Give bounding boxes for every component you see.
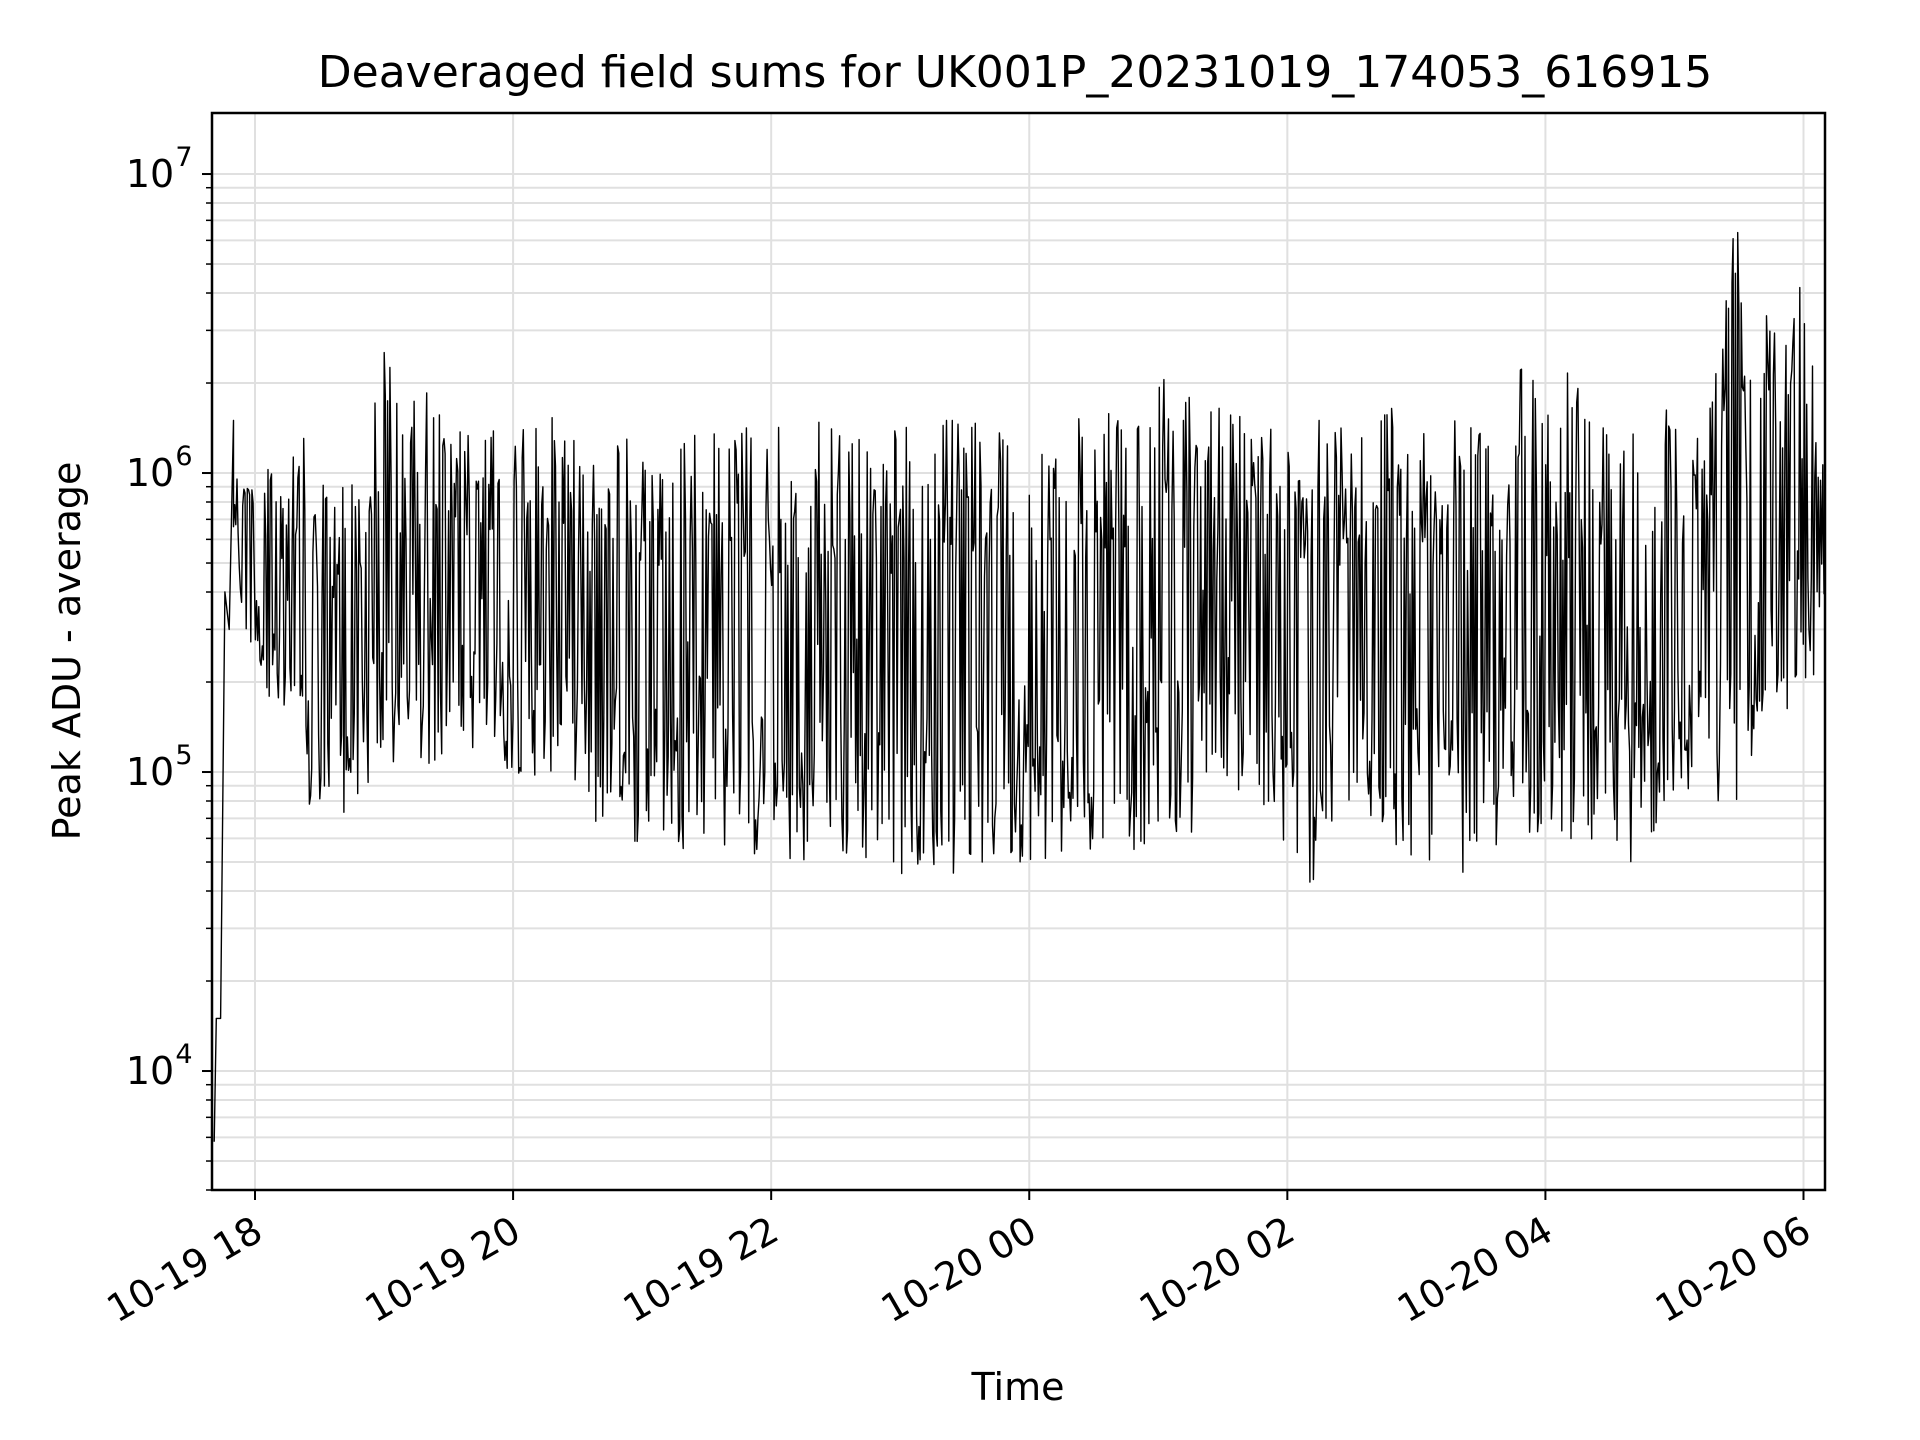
y-axis-label: Peak ADU - average: [45, 462, 89, 841]
plot-frame: [210, 111, 1827, 1192]
y-tick-label: 10: [126, 451, 174, 495]
y-tick-label-exponent: 6: [175, 441, 192, 472]
y-tick-label-exponent: 7: [175, 142, 192, 173]
y-tick-label: 10: [126, 1049, 174, 1093]
y-tick-label: 10: [126, 152, 174, 196]
y-tick-label-exponent: 5: [175, 740, 192, 771]
y-tick-label: 10: [126, 750, 174, 794]
x-axis-label: Time: [971, 1365, 1065, 1409]
chart-title: Deaveraged field sums for UK001P_2023101…: [318, 47, 1712, 98]
y-tick-label-exponent: 4: [175, 1039, 192, 1070]
series-line: [213, 231, 1825, 1142]
data-series: [213, 231, 1825, 1142]
